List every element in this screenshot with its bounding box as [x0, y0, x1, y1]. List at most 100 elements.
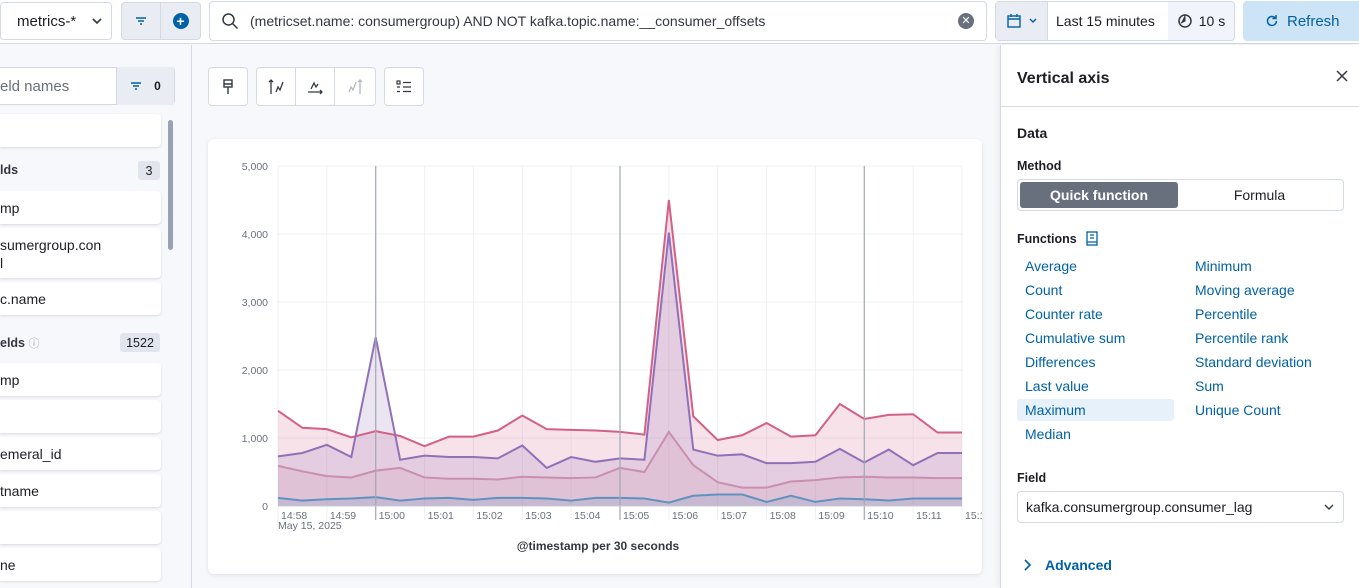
function-option[interactable]: Cumulative sum — [1025, 330, 1126, 346]
x-tick-label: 15:07 — [721, 510, 747, 522]
field-item-label: tname — [0, 482, 39, 499]
x-tick-label: 14:58 — [281, 510, 307, 522]
function-option[interactable]: Differences — [1025, 354, 1096, 370]
function-option[interactable]: Percentile — [1195, 306, 1258, 322]
function-option[interactable]: Median — [1025, 426, 1071, 442]
bottom-axis-icon — [308, 81, 323, 94]
field-item-label: mp — [0, 199, 20, 216]
refresh-interval-icon — [1178, 14, 1192, 28]
functions-label-row: Functions — [1017, 231, 1099, 247]
y-tick-label: 5,000 — [242, 161, 268, 173]
info-icon: ⓘ — [28, 338, 40, 350]
right-axis-button[interactable] — [335, 68, 374, 105]
function-option[interactable]: Standard deviation — [1195, 354, 1312, 370]
quick-select-button[interactable] — [996, 2, 1048, 40]
function-option[interactable]: Minimum — [1195, 258, 1252, 274]
chevron-down-icon — [1324, 504, 1334, 510]
function-option[interactable]: Moving average — [1195, 282, 1295, 298]
chevron-down-icon — [92, 18, 102, 25]
auto-refresh-control[interactable]: 10 s — [1168, 13, 1234, 29]
method-label: Method — [1017, 159, 1062, 173]
field-item[interactable]: emeral_id — [0, 437, 161, 470]
field-item[interactable] — [0, 400, 161, 433]
flyout-title: Vertical axis — [1017, 70, 1110, 87]
field-list-sidebar: eld names 0 lds 3 mp sumergroup.con l c.… — [0, 45, 192, 588]
plus-icon: + — [172, 13, 189, 29]
axis-options-group — [256, 67, 376, 106]
field-item-label: ne — [0, 556, 16, 573]
field-item-label: l — [0, 255, 4, 271]
y-tick-label: 2,000 — [242, 365, 268, 377]
field-search-placeholder[interactable]: eld names — [0, 77, 70, 95]
function-option[interactable]: Last value — [1025, 378, 1089, 394]
time-range-label[interactable]: Last 15 minutes — [1048, 2, 1168, 40]
function-option[interactable]: Maximum — [1017, 399, 1174, 421]
field-item[interactable]: c.name — [0, 282, 161, 315]
field-item[interactable]: tname — [0, 474, 161, 507]
visual-options-button[interactable] — [209, 68, 247, 105]
paintbrush-icon — [223, 78, 233, 94]
x-tick-label: 15:12 — [965, 510, 982, 522]
calendar-icon — [1006, 14, 1021, 28]
field-item[interactable]: sumergroup.con l — [0, 228, 161, 278]
field-group-label[interactable]: elds ⓘ — [0, 335, 40, 351]
legend-button[interactable] — [385, 68, 423, 105]
sidebar-scrollbar[interactable] — [168, 120, 173, 250]
filter-icon — [136, 17, 146, 25]
chevron-down-icon — [1029, 18, 1036, 23]
left-axis-button[interactable] — [257, 68, 296, 105]
field-item[interactable] — [0, 511, 161, 544]
y-tick-label: 3,000 — [242, 297, 268, 309]
field-select[interactable]: kafka.consumergroup.consumer_lag — [1017, 491, 1344, 523]
field-item-label: c.name — [0, 290, 46, 307]
x-tick-label: 15:09 — [818, 510, 844, 522]
field-group-label-text: elds — [0, 336, 26, 350]
method-toggle: Quick function Formula — [1017, 179, 1344, 211]
x-tick-label: 15:04 — [574, 510, 600, 522]
quick-function-tab[interactable]: Quick function — [1020, 182, 1178, 208]
formula-tab[interactable]: Formula — [1233, 187, 1286, 203]
refresh-interval-value: 10 s — [1198, 13, 1226, 29]
add-filter-button[interactable]: + — [161, 2, 201, 40]
field-item[interactable]: ne — [0, 548, 161, 581]
function-option[interactable]: Count — [1025, 282, 1063, 298]
function-option[interactable]: Counter rate — [1025, 306, 1103, 322]
y-tick-label: 4,000 — [242, 229, 268, 241]
documentation-icon[interactable] — [1085, 231, 1099, 247]
legend-icon — [396, 79, 411, 92]
x-tick-label: 14:59 — [330, 510, 356, 522]
x-tick-label: 15:00 — [379, 510, 405, 522]
query-search-bar[interactable]: (metricset.name: consumergroup) AND NOT … — [209, 1, 987, 41]
field-item-label: mp — [0, 371, 20, 388]
function-option[interactable]: Average — [1025, 258, 1077, 274]
right-axis-icon — [347, 78, 362, 94]
field-search[interactable]: eld names 0 — [0, 67, 175, 105]
y-tick-label: 0 — [262, 501, 268, 513]
area-chart[interactable]: 0 1,000 2,000 3,000 4,000 5,000 14:58 14:59 15:0… — [208, 139, 982, 574]
filter-count: 0 — [154, 79, 161, 93]
refresh-button[interactable]: Refresh — [1243, 1, 1359, 41]
clear-query-icon[interactable]: ✕ — [958, 13, 974, 29]
x-tick-label: 15:05 — [623, 510, 649, 522]
x-tick-label: 15:02 — [476, 510, 502, 522]
field-item[interactable]: mp — [0, 191, 161, 224]
left-axis-icon — [268, 78, 284, 94]
vertical-axis-flyout: Vertical axis Data Method Quick function… — [1000, 45, 1359, 588]
field-group-label[interactable]: lds — [0, 163, 19, 177]
function-option[interactable]: Percentile rank — [1195, 330, 1289, 346]
field-item[interactable]: mp — [0, 363, 161, 396]
function-option[interactable]: Sum — [1195, 378, 1224, 394]
query-text[interactable]: (metricset.name: consumergroup) AND NOT … — [250, 13, 766, 29]
field-item[interactable] — [0, 114, 161, 147]
field-type-filter-button[interactable]: 0 — [116, 67, 174, 105]
close-icon[interactable] — [1335, 69, 1349, 83]
filter-menu-button[interactable] — [121, 2, 161, 40]
advanced-toggle[interactable]: Advanced — [1023, 557, 1112, 573]
y-tick-label: 1,000 — [242, 433, 268, 445]
legend-options-group — [384, 67, 424, 106]
function-option[interactable]: Unique Count — [1195, 402, 1281, 418]
bottom-axis-button[interactable] — [296, 68, 335, 105]
divider — [1001, 106, 1359, 107]
top-query-bar: metrics-* + (metricset.name: consumergro… — [0, 0, 1359, 44]
dataview-picker[interactable]: metrics-* — [0, 2, 112, 40]
